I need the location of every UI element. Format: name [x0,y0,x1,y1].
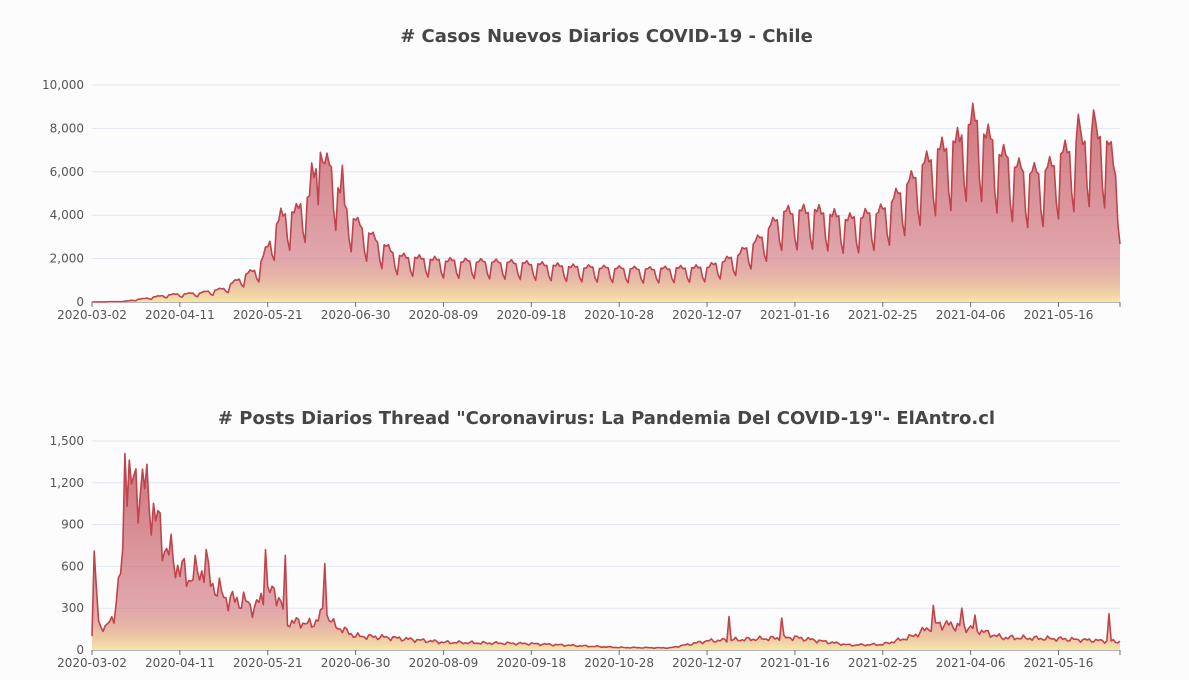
y-tick-label: 1,200 [50,476,84,490]
y-tick-label: 0 [76,295,84,309]
x-tick-label: 2021-02-25 [848,656,918,670]
x-tick-label: 2021-01-16 [760,308,830,322]
x-tick-label: 2020-10-28 [584,656,654,670]
y-tick-label: 6,000 [50,165,84,179]
y-tick-label: 1,500 [50,434,84,448]
x-tick-label: 2021-04-06 [936,656,1006,670]
x-tick-label: 2020-05-21 [233,656,303,670]
y-tick-label: 600 [61,559,84,573]
x-tick-label: 2021-05-16 [1024,308,1094,322]
y-tick-label: 8,000 [50,121,84,135]
y-tick-label: 900 [61,518,84,532]
x-tick-label: 2020-08-09 [409,308,479,322]
y-tick-label: 300 [61,601,84,615]
x-tick-label: 2021-04-06 [936,308,1006,322]
series-area [92,103,1120,303]
x-tick-label: 2020-08-09 [409,656,479,670]
x-tick-label: 2020-04-11 [145,308,215,322]
x-tick-label: 2020-12-07 [672,656,742,670]
x-tick-label: 2020-10-28 [584,308,654,322]
chart-title-cases: # Casos Nuevos Diarios COVID-19 - Chile [400,26,813,47]
series-area [92,453,1120,650]
x-tick-label: 2020-04-11 [145,656,215,670]
cases-chart: 0 2,000 4,000 6,000 8,000 10,000 2020-03-02 202… [42,78,1121,322]
x-tick-label: 2020-09-18 [496,656,566,670]
x-tick-label: 2021-05-16 [1024,656,1094,670]
x-tick-label: 2020-03-02 [57,308,127,322]
y-tick-label: 4,000 [50,208,84,222]
x-tick-label: 2020-03-02 [57,656,127,670]
x-tick-label: 2020-12-07 [672,308,742,322]
y-tick-label: 2,000 [50,252,84,266]
x-tick-label: 2020-06-30 [321,308,391,322]
x-tick-label: 2021-01-16 [760,656,830,670]
y-tick-label: 0 [76,643,84,657]
y-tick-label: 10,000 [42,78,84,92]
x-tick-label: 2020-06-30 [321,656,391,670]
chart-title-posts: # Posts Diarios Thread "Coronavirus: La … [217,408,996,429]
series-line [91,452,1121,650]
series-line [92,102,1121,303]
x-tick-label: 2021-02-25 [848,308,918,322]
x-tick-label: 2020-09-18 [496,308,566,322]
x-tick-label: 2020-05-21 [233,308,303,322]
